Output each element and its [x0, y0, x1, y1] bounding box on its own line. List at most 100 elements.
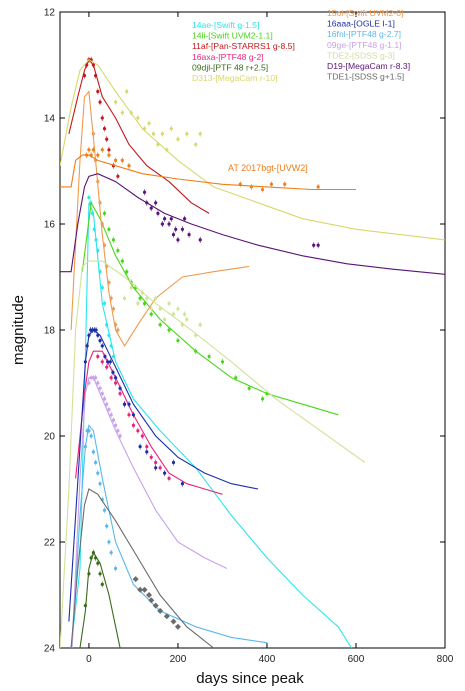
data-point-d19 [180, 227, 184, 231]
data-point-tde2 [198, 323, 202, 327]
data-point-tde1 [132, 576, 139, 583]
data-point-09ge [111, 418, 116, 422]
data-point-at2017bgt [85, 153, 89, 157]
data-point-14li [107, 227, 111, 231]
data-point-tde2 [129, 286, 133, 290]
data-point-at2017bgt [238, 182, 242, 186]
data-point-09djl [87, 572, 91, 576]
model-curve-tde2 [60, 260, 366, 648]
data-point-d19 [154, 201, 158, 205]
data-point-d313 [176, 137, 180, 141]
data-point-at2017bgt [87, 148, 91, 152]
data-point-d313 [169, 127, 173, 131]
data-point-tde1 [157, 607, 164, 614]
data-point-16aaa [94, 328, 98, 332]
data-point-14li [102, 211, 107, 215]
axes: 0 200 400 600 800 12 14 16 18 20 22 24 [44, 8, 454, 666]
y-tick-label: 22 [44, 538, 56, 549]
data-point-at2017bgt [114, 158, 118, 162]
data-point-tde1 [174, 623, 181, 630]
data-point-14ae [102, 301, 107, 306]
data-point-15oi [98, 201, 102, 205]
data-point-11af [100, 116, 104, 120]
data-point-16aaa [162, 471, 167, 475]
data-point-14ae [100, 286, 104, 290]
data-point-14li [116, 248, 120, 253]
data-point-09ge [98, 386, 102, 390]
data-point-16aaa [145, 450, 149, 454]
data-point-at2017bgt [269, 182, 274, 186]
data-point-at2017bgt [89, 153, 93, 157]
data-point-11af [94, 74, 98, 78]
data-point-09djl [96, 561, 100, 565]
data-point-d19 [142, 190, 147, 194]
data-point-d313 [114, 100, 118, 104]
data-point-14ae [111, 354, 116, 359]
legend-entry: 15oi-[Swift UVM2-0] [327, 8, 403, 18]
model-curve-d313 [60, 58, 445, 241]
x-tick-label: 800 [437, 654, 454, 665]
data-point-at2017bgt [120, 158, 124, 162]
data-point-16axa [140, 434, 144, 438]
data-point-16aaa [180, 482, 184, 486]
data-point-tde1 [146, 592, 153, 598]
data-point-14ae [98, 270, 102, 274]
data-point-14ae [96, 248, 100, 253]
model-curve-11af [68, 58, 210, 214]
data-point-15oi [100, 222, 104, 226]
data-point-16axa [145, 445, 149, 449]
data-point-tde2 [140, 291, 144, 295]
legend-entry: TDE2-[SDSS g-3] [327, 50, 395, 60]
data-point-09djl [94, 556, 98, 560]
data-point-15oi [105, 264, 109, 268]
data-point-tde1 [152, 602, 159, 609]
data-point-at2017bgt [100, 148, 104, 152]
data-point-16fnl [105, 524, 109, 528]
legend-entry: 16axa-[PTF48 g-2] [192, 52, 264, 62]
data-point-16aaa [138, 445, 142, 449]
data-point-d19 [312, 243, 316, 247]
data-point-tde1 [163, 613, 170, 620]
data-point-14li [176, 339, 180, 343]
data-point-16axa [127, 413, 131, 417]
data-point-16aaa [131, 413, 136, 417]
y-tick-label: 12 [44, 8, 56, 19]
data-point-14ae [87, 195, 91, 200]
data-point-16fnl [96, 471, 100, 475]
data-point-09djl [100, 582, 104, 587]
legend-entry: 09ge-[PTF48 g-1.1] [327, 40, 402, 50]
data-point-tde2 [158, 307, 162, 311]
data-point-at2017bgt [107, 153, 111, 157]
data-point-d19 [176, 238, 180, 242]
legend-entry: TDE1-[SDSS g+1.5] [327, 72, 404, 82]
data-point-14li [111, 238, 116, 242]
data-point-16aaa [98, 339, 102, 343]
data-point-09ge [94, 376, 98, 380]
data-point-d19 [149, 206, 153, 210]
data-point-14li [234, 376, 238, 380]
x-tick-label: 400 [259, 654, 276, 665]
model-curve-14li [81, 201, 339, 416]
data-point-16aaa [83, 360, 87, 364]
data-point-tde2 [154, 296, 158, 300]
data-point-at2017bgt [316, 185, 320, 189]
data-point-14li [120, 259, 124, 263]
data-point-14li [260, 397, 265, 401]
data-point-14ae [107, 333, 111, 337]
data-point-16aaa [87, 333, 91, 337]
data-point-tde1 [170, 618, 177, 625]
data-point-tde2 [171, 312, 176, 316]
data-point-09ge [116, 429, 120, 433]
data-point-d19 [160, 222, 164, 226]
data-point-16axa [96, 354, 100, 359]
data-point-d313 [125, 89, 129, 94]
model-curve-tde1 [70, 488, 214, 648]
data-point-14li [207, 354, 211, 359]
data-point-16fnl [87, 429, 91, 433]
data-point-15oi [114, 323, 118, 327]
data-point-16aaa [108, 360, 112, 364]
data-point-16axa [136, 429, 140, 433]
data-point-tde2 [136, 301, 140, 306]
legend-entry: 16fnl-[PTF48 g-2.7] [327, 29, 401, 39]
data-point-tde2 [167, 301, 171, 306]
